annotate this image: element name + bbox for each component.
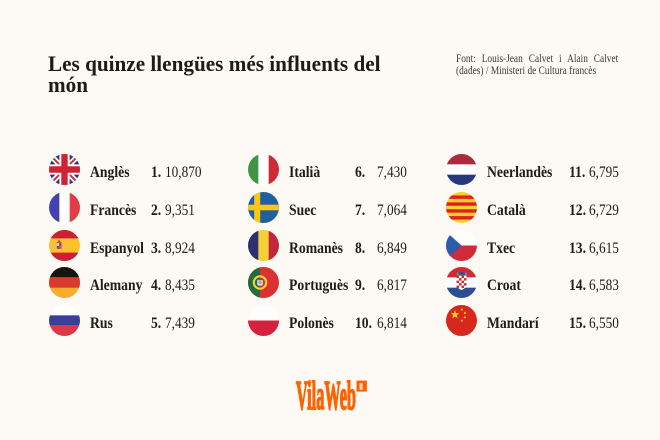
svg-text:VilaWeb: VilaWeb	[296, 380, 356, 414]
